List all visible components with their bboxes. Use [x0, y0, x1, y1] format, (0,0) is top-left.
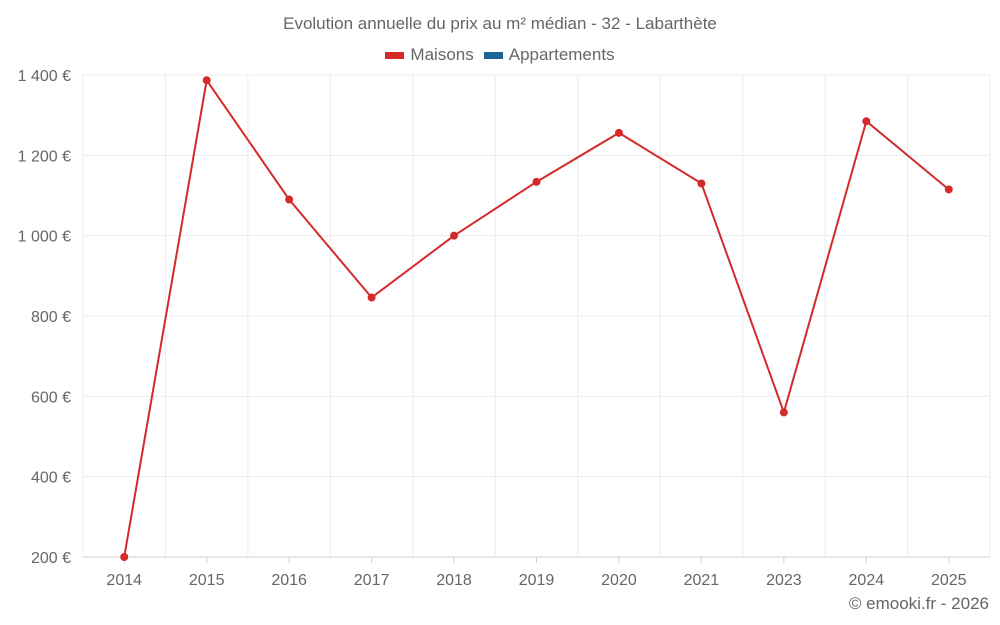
data-point-maisons [614, 128, 623, 137]
data-point-maisons [944, 185, 953, 194]
y-tick-label: 200 € [31, 550, 71, 567]
data-point-maisons [285, 195, 294, 204]
x-tick-label: 2025 [931, 572, 967, 589]
legend-label-appartements: Appartements [508, 45, 615, 64]
data-point-maisons [367, 293, 376, 302]
x-tick-label: 2020 [601, 572, 637, 589]
chart-title: Evolution annuelle du prix au m² médian … [283, 14, 717, 33]
data-point-maisons [779, 408, 788, 417]
y-tick-label: 600 € [31, 389, 71, 406]
x-tick-label: 2021 [684, 572, 720, 589]
legend-label-maisons: Maisons [410, 45, 474, 64]
x-tick-label: 2018 [436, 572, 472, 589]
data-point-maisons [697, 179, 706, 188]
data-point-maisons [532, 177, 541, 186]
legend-swatch-maisons [385, 51, 405, 59]
data-point-maisons [202, 76, 211, 85]
credit-text: © emooki.fr - 2026 [848, 594, 989, 613]
data-point-maisons [450, 231, 459, 240]
y-tick-label: 1 200 € [18, 148, 71, 165]
chart-legend: Maisons Appartements [0, 45, 1000, 65]
data-point-maisons [120, 553, 129, 561]
x-tick-label: 2023 [766, 572, 802, 589]
y-tick-label: 800 € [31, 309, 71, 326]
x-tick-label: 2019 [519, 572, 555, 589]
legend-item-maisons[interactable]: Maisons [385, 45, 474, 65]
x-tick-label: 2017 [354, 572, 390, 589]
data-point-maisons [862, 117, 871, 126]
x-tick-label: 2016 [271, 572, 307, 589]
x-tick-label: 2024 [849, 572, 885, 589]
y-tick-label: 1 000 € [18, 229, 71, 246]
y-tick-label: 400 € [31, 470, 71, 487]
x-tick-label: 2015 [189, 572, 225, 589]
y-tick-label: 1 400 € [18, 68, 71, 85]
legend-item-appartements[interactable]: Appartements [483, 45, 615, 65]
x-tick-label: 2014 [106, 572, 142, 589]
legend-swatch-appartements [483, 51, 503, 59]
